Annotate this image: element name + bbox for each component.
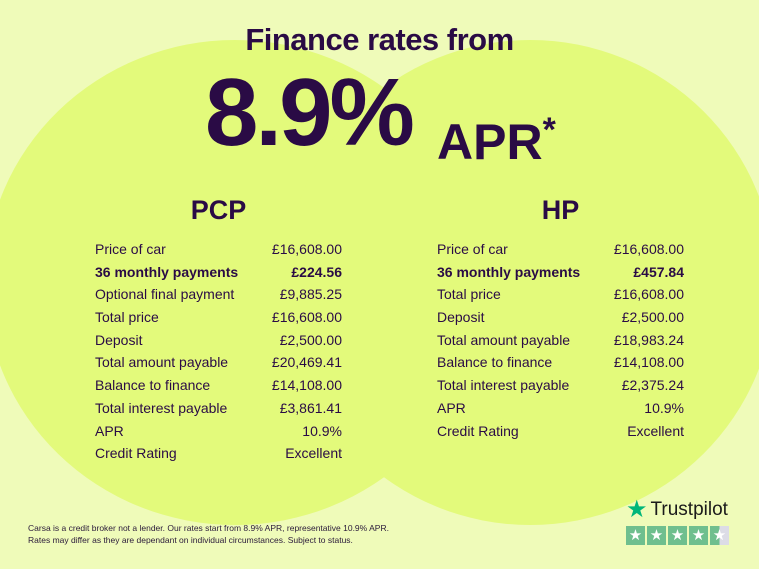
disclaimer: Carsa is a credit broker not a lender. O… [28, 522, 389, 546]
hp-table: HP Price of car £16,608.00 36 monthly payme… [437, 195, 684, 442]
table-row: Deposit £2,500.00 [95, 329, 342, 352]
decorative-circle-right [285, 40, 759, 525]
hp-title: HP [541, 195, 580, 225]
row-value: £2,375.24 [621, 377, 684, 394]
row-value: 10.9% [644, 399, 684, 416]
table-row: APR 10.9% [95, 420, 342, 443]
apr-label: APR* [437, 100, 556, 172]
star-icon: ★ [626, 496, 648, 523]
table-row: Optional final payment £9,885.25 [95, 283, 342, 306]
disclaimer-line-1: Carsa is a credit broker not a lender. O… [28, 523, 389, 533]
table-row: Balance to finance £14,108.00 [437, 351, 684, 374]
trustpilot-name: Trustpilot [650, 498, 728, 520]
row-label: Total interest payable [95, 399, 228, 416]
table-row: Credit Rating Excellent [437, 420, 684, 443]
row-label: 36 monthly payments [437, 263, 581, 280]
rating-star-icon: ★ [668, 526, 687, 545]
rating-star-icon: ★ [647, 526, 666, 545]
table-row: Price of car £16,608.00 [95, 238, 342, 261]
row-label: Deposit [95, 331, 143, 348]
headline: Finance rates from [245, 22, 514, 57]
row-label: Total price [95, 309, 159, 326]
row-value: £20,469.41 [271, 354, 342, 371]
row-label: Price of car [95, 241, 166, 257]
table-row: Price of car £16,608.00 [437, 238, 684, 261]
table-row: APR 10.9% [437, 397, 684, 420]
row-label: APR [437, 399, 466, 416]
row-value: £224.56 [291, 263, 342, 280]
row-label: 36 monthly payments [95, 263, 239, 280]
row-value: £16,608.00 [271, 241, 342, 257]
pcp-table: PCP Price of car £16,608.00 36 monthly paym… [95, 195, 342, 465]
table-row: Balance to finance £14,108.00 [95, 374, 342, 397]
row-value: £16,608.00 [271, 309, 342, 326]
row-label: Price of car [437, 241, 508, 257]
row-value: £16,608.00 [613, 286, 684, 303]
table-row: Total interest payable £2,375.24 [437, 374, 684, 397]
table-row: 36 monthly payments £457.84 [437, 261, 684, 284]
row-label: Total amount payable [437, 331, 571, 348]
table-row: Deposit £2,500.00 [437, 306, 684, 329]
row-label: Total price [437, 286, 501, 303]
row-value: £14,108.00 [271, 377, 342, 394]
row-value: £3,861.41 [279, 399, 342, 416]
table-row: Total amount payable £20,469.41 [95, 351, 342, 374]
row-label: Credit Rating [437, 422, 519, 439]
trustpilot-rating: ★ ★ ★ ★ ★ [626, 526, 729, 545]
apr-text: APR [437, 114, 543, 170]
rate-value: 8.9% [205, 59, 415, 166]
rating-star-icon: ★ [689, 526, 708, 545]
row-value: £2,500.00 [279, 331, 342, 348]
row-value: £457.84 [633, 263, 684, 280]
row-label: Balance to finance [437, 354, 553, 371]
row-value: £16,608.00 [613, 241, 684, 257]
table-row: Total amount payable £18,983.24 [437, 329, 684, 352]
table-row: Total price £16,608.00 [437, 283, 684, 306]
table-row: Credit Rating Excellent [95, 442, 342, 465]
row-label: Total amount payable [95, 354, 229, 371]
table-row: Total price £16,608.00 [95, 306, 342, 329]
table-row: 36 monthly payments £224.56 [95, 261, 342, 284]
disclaimer-line-2: Rates may differ as they are dependant o… [28, 535, 353, 545]
row-value: £2,500.00 [621, 309, 684, 326]
row-value: 10.9% [302, 422, 342, 439]
trustpilot-badge[interactable]: ★ Trustpilot ★ ★ ★ ★ ★ [626, 495, 729, 545]
row-label: Credit Rating [95, 445, 177, 462]
pcp-title: PCP [190, 195, 247, 225]
row-label: Optional final payment [95, 286, 235, 303]
rating-star-icon: ★ [626, 526, 645, 545]
row-value: £14,108.00 [613, 354, 684, 371]
row-value: £9,885.25 [279, 286, 342, 303]
row-label: Deposit [437, 309, 485, 326]
row-label: Balance to finance [95, 377, 211, 394]
row-value: £18,983.24 [613, 331, 684, 348]
row-value: Excellent [285, 445, 342, 462]
rating-half-star-icon: ★ [710, 526, 729, 545]
row-label: Total interest payable [437, 377, 570, 394]
asterisk: * [542, 111, 556, 149]
row-value: Excellent [627, 422, 684, 439]
row-label: APR [95, 422, 124, 439]
table-row: Total interest payable £3,861.41 [95, 397, 342, 420]
